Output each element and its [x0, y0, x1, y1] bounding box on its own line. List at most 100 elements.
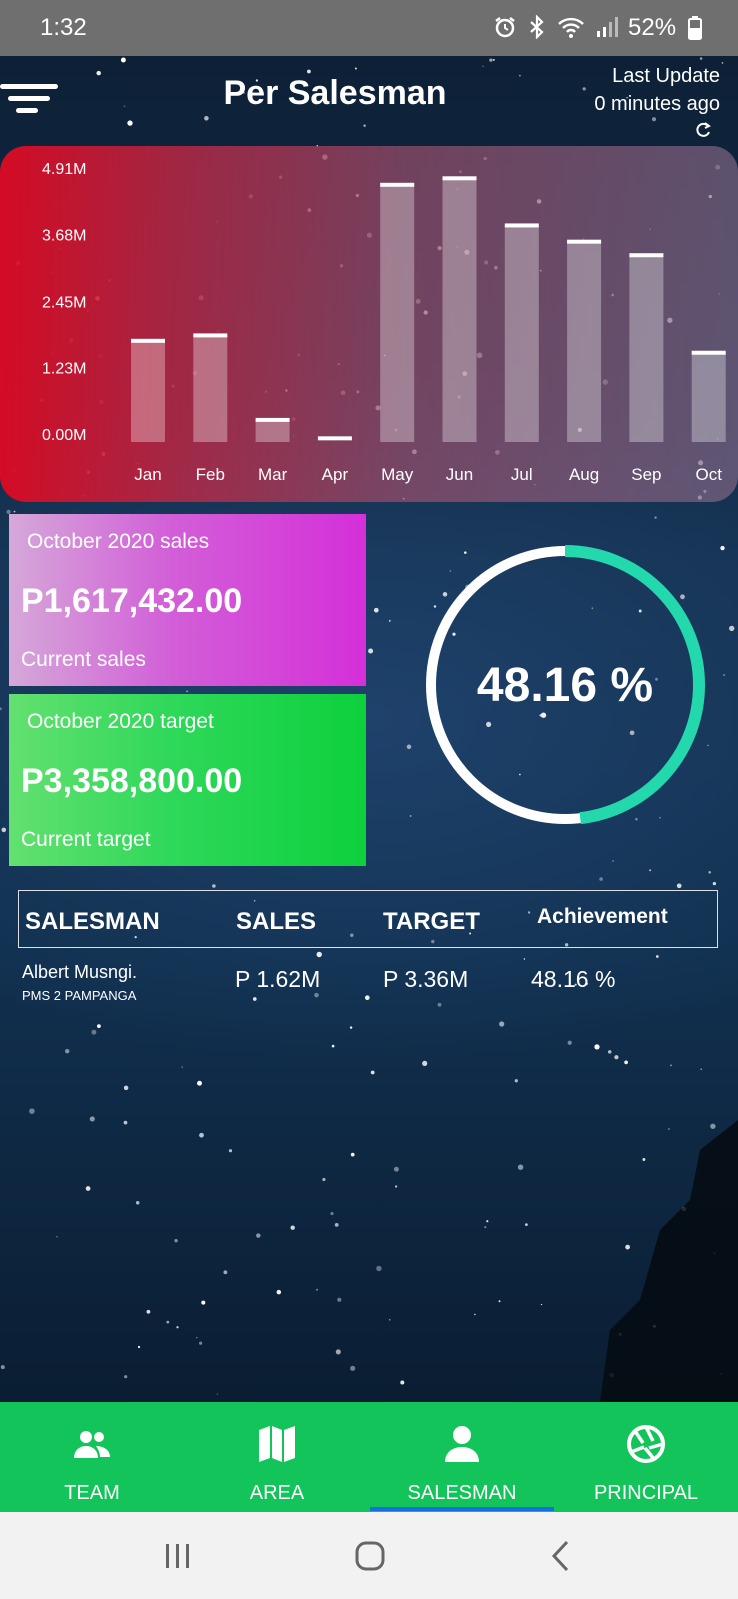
star: [350, 1365, 356, 1371]
filter-menu-icon[interactable]: [0, 80, 60, 120]
x-tick-label: Oct: [695, 465, 722, 484]
star: [314, 992, 319, 998]
star: [594, 1044, 600, 1050]
nav-area[interactable]: AREA: [185, 1402, 369, 1512]
sales-card[interactable]: October 2020 sales P1,617,432.00 Current…: [9, 514, 366, 686]
star: [197, 1080, 202, 1086]
star: [322, 1177, 326, 1182]
star: [196, 1336, 198, 1339]
star: [243, 92, 245, 94]
bar-cap-jun: [442, 176, 477, 181]
achievement-percent: 48.16 %: [476, 658, 654, 712]
star: [499, 1021, 505, 1027]
bar-may[interactable]: [380, 184, 415, 442]
star: [212, 884, 216, 888]
star: [199, 1341, 203, 1345]
star: [400, 1380, 405, 1385]
nav-team[interactable]: TEAM: [0, 1402, 184, 1512]
star: [137, 1345, 141, 1349]
last-update: Last Update 0 minutes ago: [594, 62, 720, 118]
star: [316, 1288, 318, 1291]
star: [492, 58, 495, 61]
star: [655, 955, 659, 958]
star: [388, 620, 391, 622]
x-tick-label: Aug: [569, 465, 599, 484]
bar-cap-may: [380, 182, 415, 187]
bar-oct[interactable]: [691, 352, 726, 442]
star: [707, 744, 709, 747]
bar-jun[interactable]: [442, 178, 477, 442]
star: [330, 1212, 334, 1216]
header-sales: SALES: [236, 908, 317, 935]
star: [638, 609, 642, 613]
wifi-icon: [558, 17, 584, 38]
star: [729, 625, 735, 632]
star: [199, 1132, 204, 1138]
star: [123, 1120, 128, 1125]
bar-aug[interactable]: [567, 241, 602, 442]
star: [591, 607, 594, 609]
star: [482, 65, 484, 67]
row-salesman-area: PMS 2 PAMPANGA: [22, 988, 137, 1003]
refresh-icon[interactable]: [693, 120, 713, 140]
team-icon: [74, 1431, 110, 1458]
star: [720, 545, 725, 551]
target-card[interactable]: October 2020 target P3,358,800.00 Curren…: [9, 694, 366, 866]
star: [452, 632, 456, 636]
star: [629, 730, 635, 736]
star: [91, 1029, 97, 1035]
home-icon[interactable]: [350, 1536, 390, 1576]
page-title: Per Salesman: [223, 74, 447, 112]
star: [407, 86, 411, 90]
star: [97, 1024, 101, 1028]
map-icon: [259, 1426, 295, 1462]
star: [64, 1048, 70, 1054]
star: [469, 932, 472, 935]
recent-apps-icon[interactable]: [158, 1536, 198, 1576]
bar-jan[interactable]: [131, 340, 165, 442]
star: [540, 1303, 543, 1306]
star: [422, 1060, 428, 1066]
star: [625, 1244, 630, 1250]
star: [574, 983, 577, 986]
bar-jul[interactable]: [504, 225, 539, 442]
star: [710, 1123, 716, 1129]
star: [635, 817, 638, 821]
star: [489, 58, 493, 62]
sales-caption: Current sales: [21, 648, 146, 671]
star: [370, 1070, 375, 1075]
star: [204, 116, 209, 121]
bar-sep[interactable]: [629, 255, 664, 442]
star: [134, 935, 137, 939]
star: [176, 1326, 179, 1329]
star: [85, 1186, 91, 1191]
bar-feb[interactable]: [193, 335, 228, 442]
bar-mar[interactable]: [255, 419, 290, 442]
star: [256, 1233, 261, 1238]
star: [484, 1226, 487, 1229]
star: [612, 860, 614, 862]
nav-principal[interactable]: PRINCIPAL: [554, 1402, 738, 1512]
star: [56, 1235, 58, 1238]
nav-salesman[interactable]: SALESMAN: [370, 1402, 554, 1512]
star: [626, 97, 628, 99]
star: [186, 690, 188, 693]
header-target: TARGET: [383, 908, 480, 935]
star: [255, 79, 259, 82]
star: [708, 870, 712, 874]
x-tick-label: Jan: [134, 465, 161, 484]
back-icon[interactable]: [542, 1536, 582, 1576]
star: [96, 70, 101, 76]
star: [276, 1289, 282, 1295]
gauge-progress: [425, 545, 705, 825]
star: [13, 510, 16, 513]
alarm-icon: [495, 17, 515, 38]
star: [228, 1149, 233, 1153]
star: [216, 1393, 218, 1395]
star: [449, 570, 452, 572]
star: [614, 1055, 619, 1060]
last-update-value: 0 minutes ago: [594, 93, 720, 115]
y-tick-label: 4.91M: [42, 161, 86, 178]
star: [181, 1066, 184, 1068]
row-target: P 3.36M: [383, 966, 469, 992]
